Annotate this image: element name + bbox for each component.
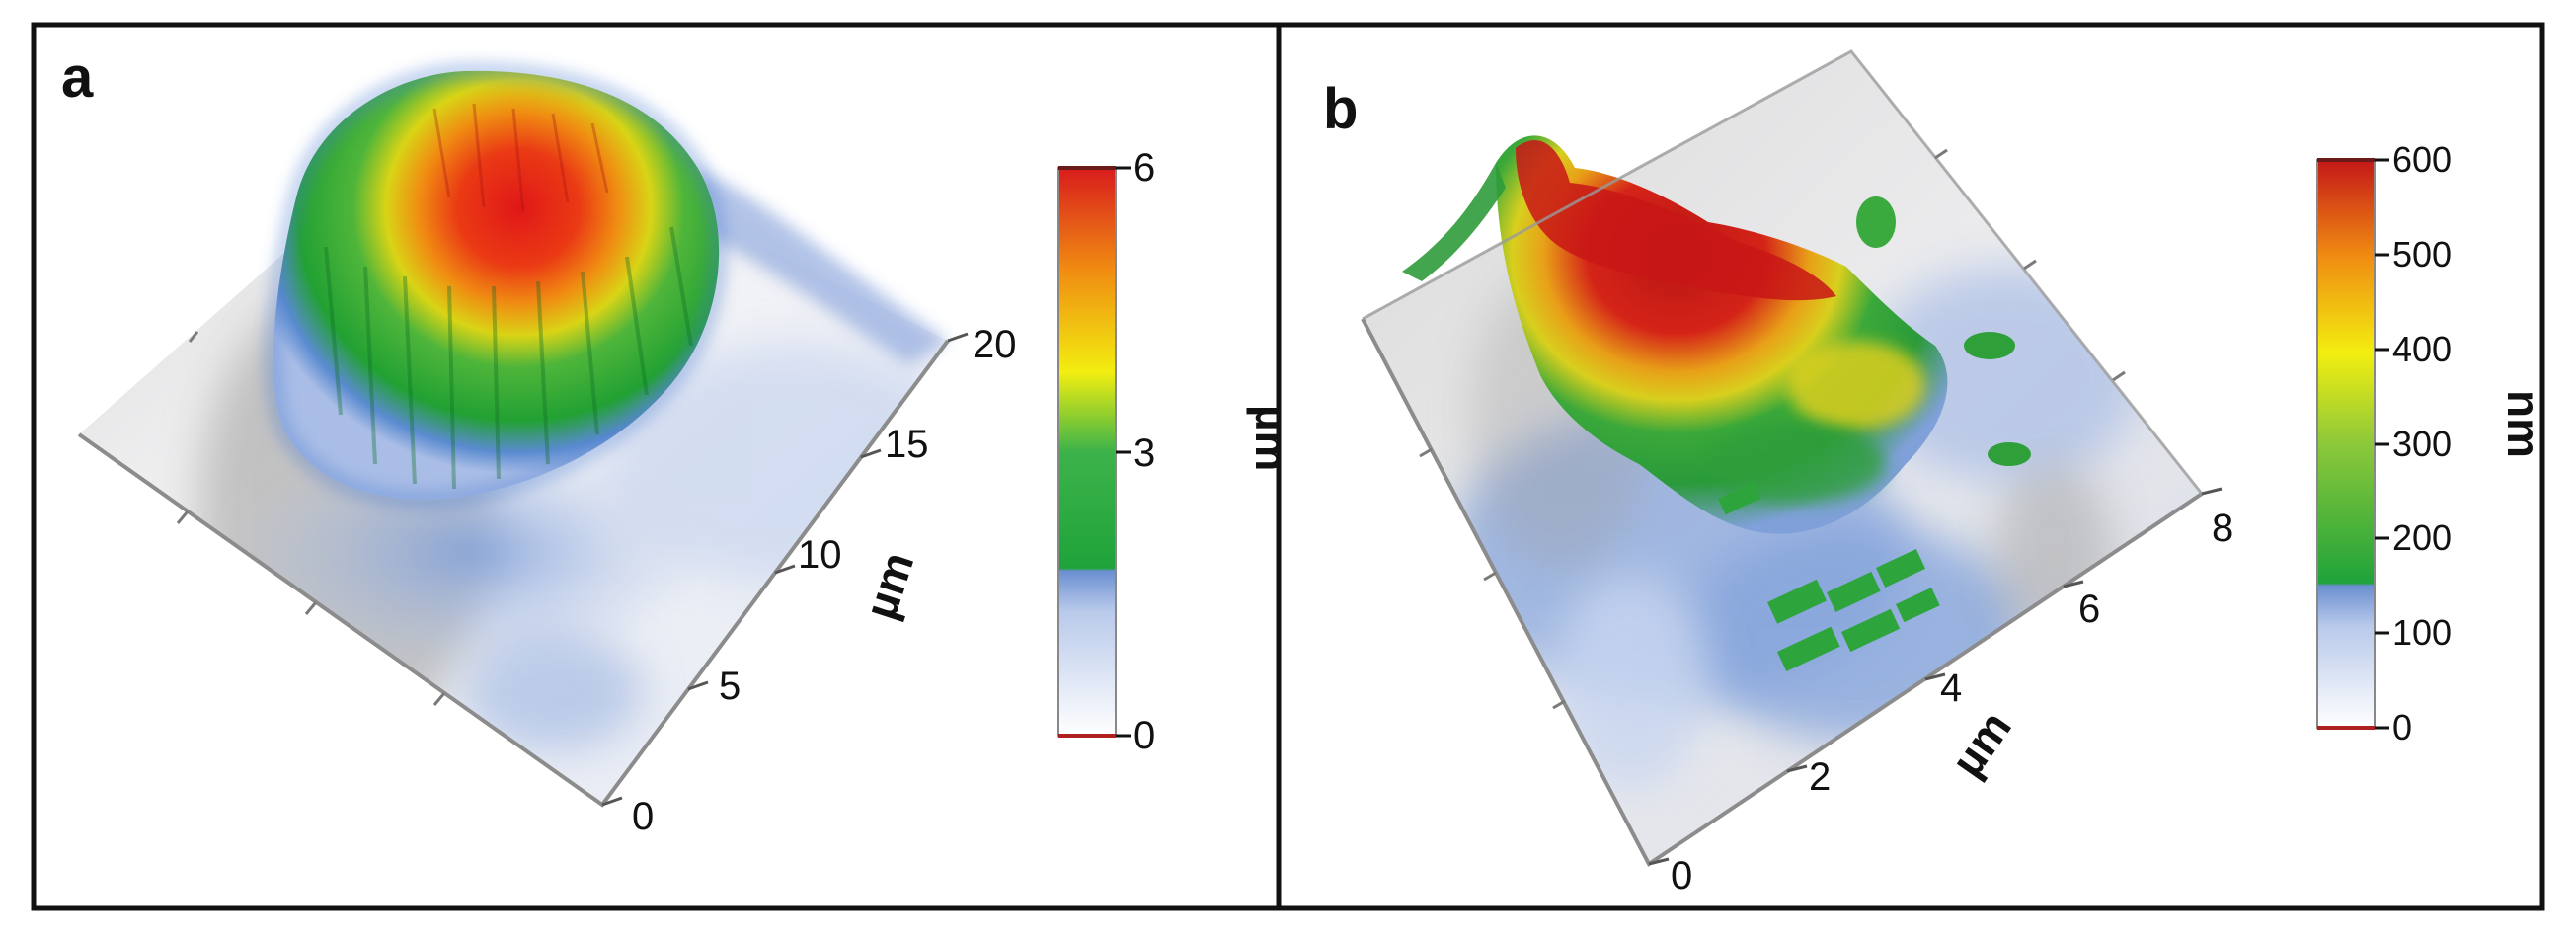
- panel-b-cbar-tick-600: 600: [2392, 139, 2452, 180]
- panel-b-cbar-tick-200: 200: [2392, 517, 2452, 558]
- panel-b-axis-ticks: [1648, 487, 2223, 866]
- panel-a-cbar-tick-0: 0: [1133, 714, 1155, 757]
- panel-b-tick-0: 0: [1671, 854, 1692, 898]
- panel-a-cbar-tick-3: 3: [1133, 431, 1155, 475]
- panel-b-label: b: [1323, 77, 1358, 141]
- panel-a-axis-ticks: [601, 332, 969, 807]
- panel-a-front-ticks: [176, 331, 446, 706]
- panel-a-tick-20: 20: [973, 323, 1017, 366]
- panel-b-front-ticks: [1419, 148, 2126, 710]
- panel-b-cbar-tick-0: 0: [2392, 707, 2412, 747]
- panel-b-cbar-tick-100: 100: [2392, 612, 2452, 653]
- panel-b-tick-4: 4: [1940, 667, 1962, 710]
- panel-b-colorbar-gradient: [2316, 159, 2376, 729]
- panel-b-cbar-tick-400: 400: [2392, 329, 2452, 369]
- panel-b-cbar-tick-300: 300: [2392, 424, 2452, 464]
- panel-b-colorbar-unit: nm: [2498, 390, 2549, 458]
- panel-b-tick-6: 6: [2078, 588, 2100, 631]
- panel-b-tick-2: 2: [1809, 755, 1831, 799]
- panel-b: b: [1276, 22, 2549, 911]
- panel-a: a: [31, 22, 1297, 911]
- panel-b-colorbar: 600 500 400 300 200 100 0 nm: [2316, 139, 2549, 747]
- panel-b-cbar-tick-500: 500: [2392, 234, 2452, 274]
- panel-a-tick-10: 10: [798, 533, 842, 577]
- panel-a-tick-15: 15: [885, 423, 929, 466]
- panel-b-tick-8: 8: [2212, 507, 2233, 550]
- panel-a-cbar-tick-6: 6: [1133, 146, 1155, 190]
- panel-a-surface: [79, 63, 948, 805]
- panel-a-label: a: [61, 45, 94, 110]
- panel-a-tick-0: 0: [632, 795, 654, 838]
- panel-a-colorbar-gradient: [1057, 167, 1117, 737]
- panel-a-tick-5: 5: [719, 665, 741, 708]
